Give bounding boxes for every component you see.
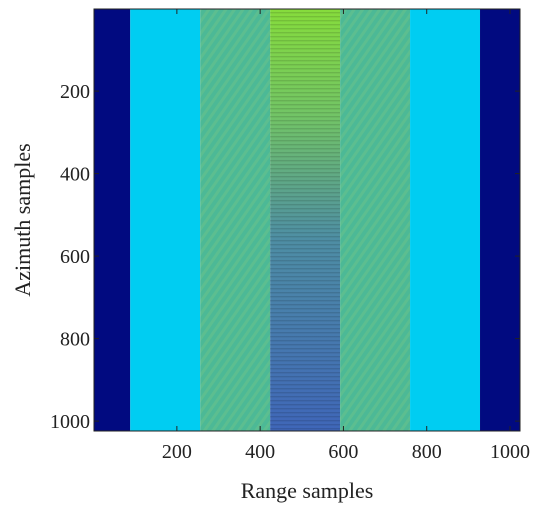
y-tick-label: 200 — [60, 81, 90, 103]
x-axis-ticks: 200 400 600 800 1000 — [162, 9, 530, 463]
y-tick-label: 1000 — [50, 411, 90, 433]
y-tick-label: 800 — [60, 329, 90, 351]
x-tick-label: 800 — [412, 441, 442, 463]
y-tick-label: 400 — [60, 164, 90, 186]
y-axis-label: Azimuth samples — [10, 143, 35, 296]
plot-frame — [93, 8, 521, 432]
x-axis-label: Range samples — [241, 478, 374, 503]
heatmap-band-3 — [200, 9, 271, 431]
y-axis-ticks: 200 400 600 800 1000 — [50, 81, 520, 433]
x-tick-label: 200 — [162, 441, 192, 463]
heatmap-band-1 — [94, 9, 131, 431]
heatmap-band-7 — [480, 9, 520, 431]
heatmap-band-2 — [130, 9, 201, 431]
heatmap-band-4-texture — [270, 9, 341, 431]
y-tick-label: 600 — [60, 246, 90, 268]
x-tick-label: 600 — [328, 441, 358, 463]
heatmap-band-5 — [340, 9, 411, 431]
x-tick-label: 400 — [245, 441, 275, 463]
plot-area — [94, 9, 520, 431]
heatmap-band-6 — [410, 9, 481, 431]
x-tick-label: 1000 — [490, 441, 530, 463]
